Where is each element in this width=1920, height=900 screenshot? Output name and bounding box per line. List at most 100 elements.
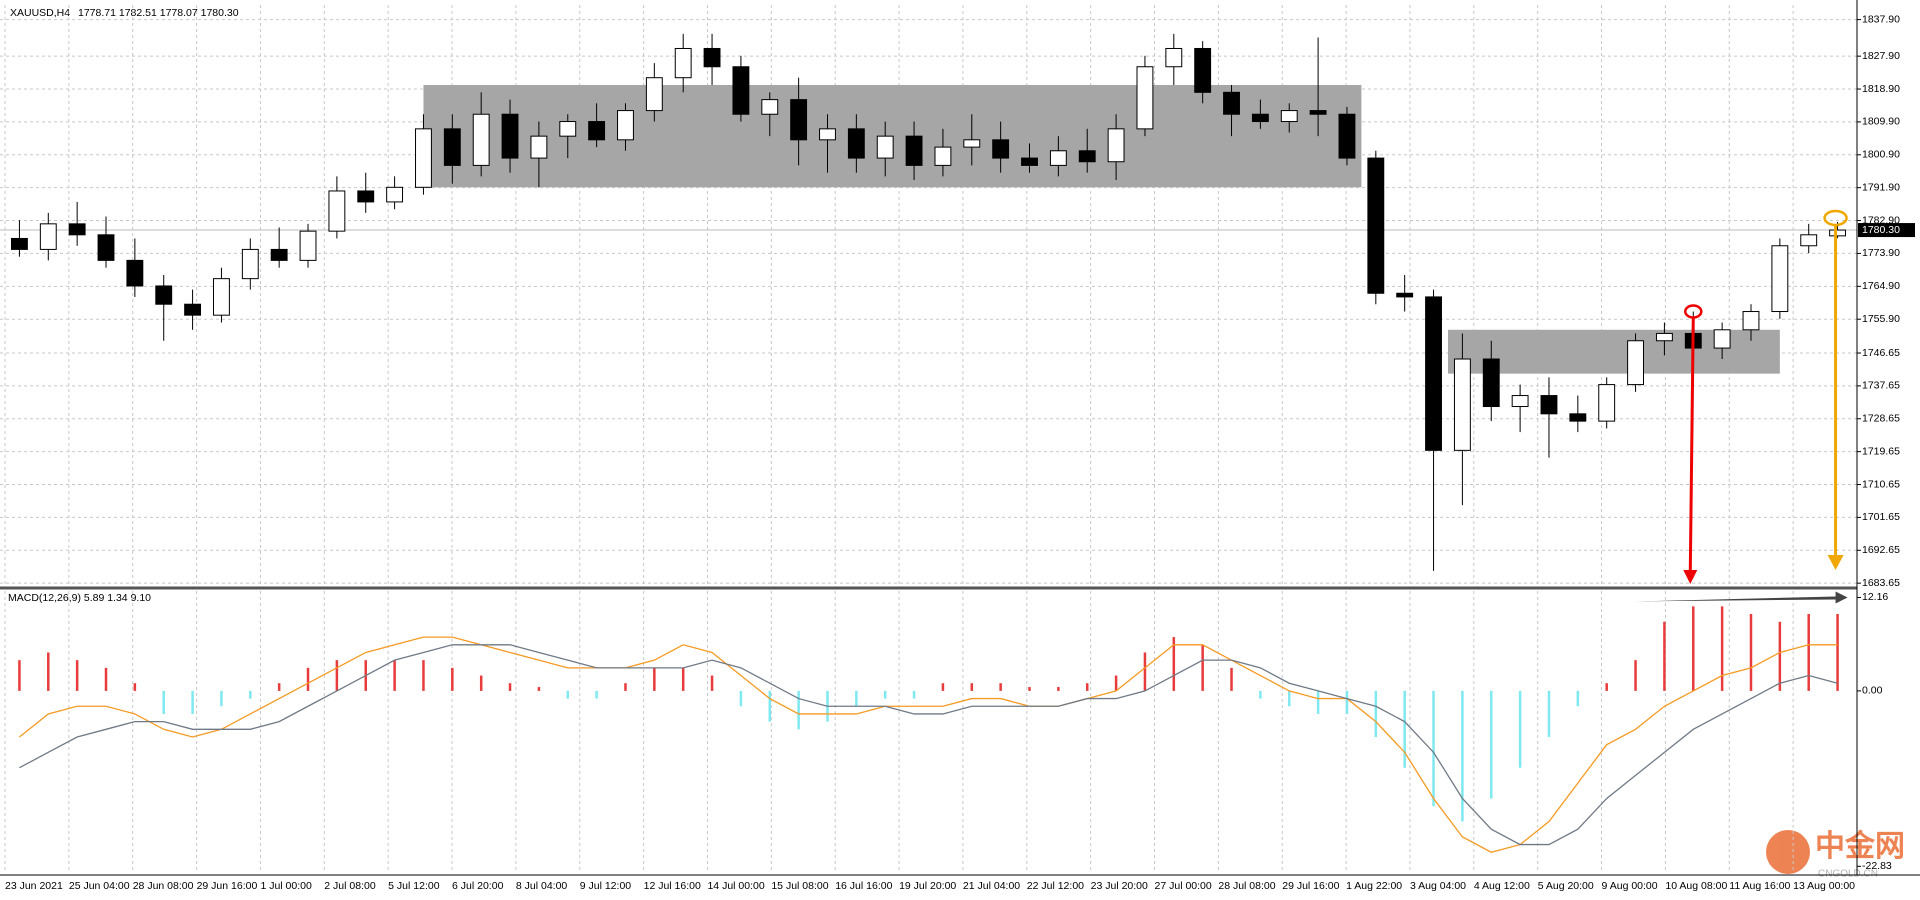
x-tick-label: 13 Aug 00:00: [1793, 880, 1855, 892]
candle-body: [97, 234, 115, 261]
x-tick-label: 11 Aug 16:00: [1729, 880, 1790, 892]
candle-body: [1829, 229, 1847, 237]
candle-body: [1569, 413, 1587, 422]
candle-body: [1223, 91, 1240, 115]
y-tick-label: 1791.90: [1862, 181, 1900, 193]
candle-body: [1107, 128, 1125, 163]
y-tick-label: 1773.90: [1862, 247, 1900, 259]
y-tick-label: 1719.65: [1862, 445, 1900, 457]
last-price-box: [1858, 223, 1915, 238]
chart-title: XAUUSD,H4: [10, 7, 70, 19]
y-tick-label: 1764.90: [1862, 280, 1900, 292]
last-price-label: 1780.30: [1862, 224, 1900, 236]
candle-body: [645, 77, 663, 112]
y-tick-label: 0.00: [1862, 685, 1883, 697]
candle-body: [963, 139, 981, 148]
x-tick-label: 9 Jul 12:00: [580, 880, 632, 892]
candle-body: [39, 223, 57, 250]
candle-body: [386, 186, 404, 203]
candle-body: [1511, 395, 1529, 408]
x-tick-label: 4 Aug 12:00: [1474, 880, 1530, 892]
candle-body: [1194, 47, 1212, 93]
candle-body: [1800, 234, 1818, 247]
candle-body: [1049, 150, 1067, 166]
candle-body: [1165, 47, 1183, 68]
candle-body: [876, 135, 894, 159]
candle-body: [184, 303, 202, 316]
candle-body: [1280, 110, 1298, 123]
candle-body: [559, 121, 577, 137]
annotation-arrowhead: [1827, 555, 1844, 570]
candle-body: [732, 66, 750, 115]
candle-body: [905, 135, 923, 166]
macd-title: MACD(12,26,9) 5.89 1.34 9.10: [8, 592, 151, 604]
annotation-arrowhead: [1683, 570, 1698, 584]
x-tick-label: 23 Jul 20:00: [1091, 880, 1148, 892]
x-tick-label: 2 Jul 08:00: [324, 880, 376, 892]
candle-body: [1713, 329, 1731, 349]
x-tick-label: 22 Jul 12:00: [1027, 880, 1084, 892]
annotation-arrow: [1635, 591, 1848, 604]
x-tick-label: 6 Jul 20:00: [452, 880, 504, 892]
y-tick-label: 1737.65: [1862, 380, 1900, 392]
x-tick-label: 25 Jun 04:00: [69, 880, 130, 892]
candle-body: [1251, 113, 1269, 123]
x-tick-label: 15 Jul 08:00: [771, 880, 828, 892]
candle-body: [1136, 66, 1154, 130]
y-tick-label: 1701.65: [1862, 511, 1900, 523]
candle-body: [617, 110, 634, 141]
candle-body: [588, 121, 606, 141]
x-tick-label: 5 Aug 20:00: [1538, 880, 1594, 892]
x-tick-label: 21 Jul 04:00: [963, 880, 1020, 892]
x-tick-label: 1 Jul 00:00: [260, 880, 312, 892]
ohlc-header: 1778.71 1782.51 1778.07 1780.30: [78, 7, 239, 19]
x-tick-label: 19 Jul 20:00: [899, 880, 956, 892]
x-tick-label: 5 Jul 12:00: [388, 880, 440, 892]
x-tick-label: 1 Aug 22:00: [1346, 880, 1402, 892]
watermark-site: CNGOLD.CN: [1818, 869, 1878, 880]
candle-body: [1309, 110, 1327, 115]
candle-body: [1425, 296, 1442, 451]
watermark-logo: [1766, 830, 1810, 874]
candle-body: [1338, 113, 1356, 159]
x-tick-label: 12 Jul 16:00: [644, 880, 701, 892]
macd-line: [19, 644, 1838, 846]
candle-body: [819, 128, 836, 141]
candle-body: [1742, 311, 1760, 331]
candle-body: [501, 113, 519, 159]
candle-body: [443, 128, 461, 166]
candle-body: [415, 128, 432, 188]
candle-body: [1540, 395, 1558, 415]
candle-body: [1021, 157, 1038, 166]
watermark: 中金网 CNGOLD.CN: [1766, 829, 1905, 880]
candle-body: [155, 285, 173, 305]
x-tick-label: 29 Jun 16:00: [197, 880, 258, 892]
candle-body: [847, 128, 865, 159]
candle-body: [790, 99, 808, 141]
candle-body: [472, 113, 490, 166]
y-tick-label: 1746.65: [1862, 347, 1900, 359]
candle-body: [10, 237, 28, 250]
y-tick-label: -22.83: [1862, 860, 1892, 872]
y-tick-label: 1755.90: [1862, 313, 1900, 325]
candle-body: [1655, 332, 1673, 342]
annotation-ellipse: [1823, 209, 1848, 227]
y-tick-label: 1683.65: [1862, 577, 1900, 589]
candle-body: [1482, 358, 1500, 408]
candle-body: [1453, 358, 1471, 451]
candle-body: [328, 190, 346, 232]
macd-line: [19, 636, 1838, 853]
x-tick-label: 3 Aug 04:00: [1410, 880, 1466, 892]
candle-body: [1627, 340, 1644, 386]
candle-body: [674, 47, 692, 79]
y-tick-label: 1800.90: [1862, 149, 1900, 161]
x-tick-label: 14 Jul 00:00: [707, 880, 764, 892]
x-tick-label: 23 Jun 2021: [5, 880, 63, 892]
x-tick-label: 28 Jul 08:00: [1218, 880, 1275, 892]
y-tick-label: 1692.65: [1862, 544, 1900, 556]
y-tick-label: 1818.90: [1862, 83, 1900, 95]
watermark-name: 中金网: [1815, 829, 1905, 863]
candle-body: [68, 223, 86, 236]
candle-body: [126, 259, 144, 287]
